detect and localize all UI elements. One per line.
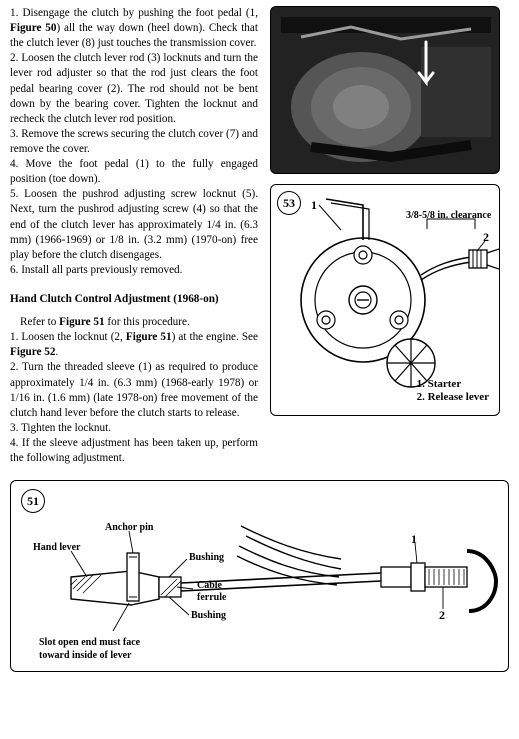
step-2: 2. Loosen the clutch lever rod (3) lockn…	[10, 51, 258, 127]
clearance-label: 3/8-5/8 in. clearance	[406, 209, 491, 223]
step-6: 6. Install all parts previously removed.	[10, 263, 258, 278]
ferrule-label: ferrule	[197, 591, 226, 605]
bushing-label-2: Bushing	[191, 609, 226, 623]
step-text: for this procedure.	[105, 316, 190, 328]
callout-2: 2	[483, 229, 489, 245]
fig51-ref: Figure 51	[126, 331, 172, 343]
step-text: Refer to	[20, 316, 59, 328]
step-text: 1. Loosen the locknut (2,	[10, 331, 126, 343]
section-heading: Hand Clutch Control Adjustment (1968-on)	[10, 292, 258, 307]
figure-51: 51	[10, 480, 509, 672]
step-5: 5. Loosen the pushrod adjusting screw lo…	[10, 187, 258, 263]
hand-step-2: 2. Turn the threaded sleeve (1) as requi…	[10, 360, 258, 420]
step-4: 4. Move the foot pedal (1) to the fully …	[10, 157, 258, 187]
hand-step-4: 4. If the sleeve adjustment has been tak…	[10, 436, 258, 466]
hand-lever-label: Hand lever	[33, 541, 81, 555]
figure-52: 52	[270, 6, 500, 174]
bushing-label: Bushing	[189, 551, 224, 565]
legend-53: 1. Starter 2. Release lever	[417, 378, 489, 406]
slot-line: toward inside of lever	[39, 650, 140, 663]
step-1: 1. Disengage the clutch by pushing the f…	[10, 6, 258, 51]
text-column: 1. Disengage the clutch by pushing the f…	[10, 6, 258, 466]
slot-note: Slot open end must face toward inside of…	[39, 637, 140, 662]
slot-line: Slot open end must face	[39, 637, 140, 650]
figure-53: 53	[270, 184, 500, 416]
hand-step-3: 3. Tighten the locknut.	[10, 421, 258, 436]
fig52-ref: Figure 52	[10, 346, 55, 358]
legend-line: 2. Release lever	[417, 391, 489, 405]
anchor-pin-label: Anchor pin	[105, 521, 153, 535]
page: 1. Disengage the clutch by pushing the f…	[0, 0, 519, 682]
step-text: ) at the engine. See	[172, 331, 258, 343]
fig50-ref: Figure 50	[10, 22, 56, 34]
hand-ref: Refer to Figure 51 for this procedure.	[10, 315, 258, 330]
top-area: 1. Disengage the clutch by pushing the f…	[10, 6, 509, 466]
step-3: 3. Remove the screws securing the clutch…	[10, 127, 258, 157]
image-column: 52 53	[270, 6, 509, 416]
engine-photo	[271, 7, 500, 174]
callout-2: 2	[439, 607, 445, 623]
callout-1: 1	[411, 531, 417, 547]
step-text: 1. Disengage the clutch by pushing the f…	[10, 7, 258, 19]
legend-line: 1. Starter	[417, 378, 489, 392]
period: .	[55, 346, 58, 358]
callout-1: 1	[311, 197, 317, 213]
hand-step-1: 1. Loosen the locknut (2, Figure 51) at …	[10, 330, 258, 360]
fig51-ref: Figure 51	[59, 316, 104, 328]
